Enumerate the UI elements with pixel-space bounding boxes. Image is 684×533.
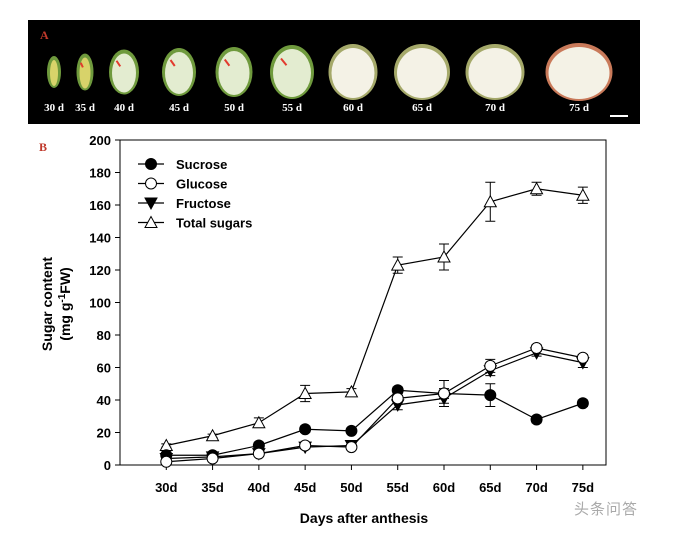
legend-label-glucose: Glucose — [176, 177, 227, 192]
data-point-sucrose — [484, 389, 497, 402]
legend-label-total-sugars: Total sugars — [176, 216, 252, 231]
y-tick-label: 160 — [89, 198, 111, 213]
stage-label: 45 d — [169, 102, 189, 114]
watermark-text: 头条问答 — [574, 501, 639, 518]
x-tick-label: 60d — [433, 480, 455, 495]
y-tick-label: 120 — [89, 263, 111, 278]
data-point-glucose — [530, 342, 543, 354]
y-tick-label: 100 — [89, 296, 111, 311]
panel-b-label: B — [39, 140, 48, 154]
legend-label-fructose: Fructose — [176, 196, 231, 211]
data-point-total-sugars — [483, 194, 498, 208]
data-point-total-sugars — [298, 386, 312, 399]
legend-marker-fructose — [144, 197, 158, 211]
data-point-total-sugars — [576, 188, 590, 201]
data-point-sucrose — [345, 424, 358, 437]
series-line-total-sugars — [166, 188, 583, 447]
data-point-sucrose — [576, 397, 589, 410]
red-arrow-50d — [223, 58, 231, 67]
y-tick-label: 60 — [97, 361, 111, 376]
x-tick-label: 75d — [572, 480, 594, 495]
fruit-section-photos: A 30 d 35 d 40 d 45 d 50 d 55 d 60 d 65 d 70 d 75… — [40, 28, 628, 117]
series-sucrose — [160, 380, 589, 462]
series-line-sucrose — [166, 389, 584, 456]
y-tick-label: 200 — [89, 133, 111, 148]
data-point-total-sugars — [344, 384, 359, 398]
x-tick-label: 55d — [387, 480, 409, 495]
series-glucose — [160, 342, 589, 468]
data-point-total-sugars — [205, 428, 220, 442]
stage-label: 30 d — [44, 102, 64, 114]
chart-legend: Sucrose Glucose Fructose Total sugars — [138, 157, 252, 231]
y-tick-label: 80 — [97, 328, 111, 343]
x-tick-label: 30d — [155, 480, 177, 495]
data-point-glucose — [345, 441, 358, 454]
stage-label: 60 d — [343, 102, 363, 114]
x-tick-label: 45d — [294, 480, 316, 495]
fruit-flesh-75d — [548, 47, 610, 99]
red-arrow-55d — [280, 57, 288, 66]
panel-a-label: A — [40, 28, 49, 42]
stage-label: 55 d — [282, 102, 302, 114]
series-line-glucose — [166, 347, 583, 463]
red-arrow-45d — [169, 59, 176, 67]
data-point-sucrose — [530, 413, 543, 426]
data-point-total-sugars — [390, 258, 405, 271]
fruit-flesh-65d — [397, 48, 447, 98]
data-point-glucose — [576, 351, 589, 364]
data-point-glucose — [299, 439, 312, 452]
x-tick-label: 40d — [248, 480, 270, 495]
fruit-flesh-60d — [331, 48, 375, 98]
y-tick-label: 140 — [89, 231, 111, 246]
y-tick-label: 180 — [89, 166, 111, 181]
series-line-fructose — [166, 352, 583, 460]
x-tick-label: 50d — [340, 480, 362, 495]
x-tick-label: 35d — [201, 480, 223, 495]
series-total-sugars — [159, 181, 590, 451]
legend-label-sucrose: Sucrose — [176, 157, 227, 172]
stage-label: 50 d — [224, 102, 244, 114]
stage-label: 35 d — [75, 102, 95, 114]
data-point-glucose — [160, 455, 173, 468]
y-tick-label: 40 — [97, 393, 111, 408]
data-point-glucose — [438, 387, 450, 400]
data-point-total-sugars — [437, 249, 451, 263]
stage-label: 70 d — [485, 102, 505, 114]
x-tick-label: 65d — [479, 480, 501, 495]
data-point-total-sugars — [252, 415, 266, 429]
data-point-sucrose — [299, 423, 312, 436]
fruit-development-photo-strip: A 30 d 35 d 40 d 45 d 50 d 55 d 60 d 65 d 70 d 75… — [28, 20, 640, 124]
y-axis-label-line1: Sugar content — [39, 257, 55, 351]
legend-marker-total-sugars — [144, 215, 158, 228]
stage-label: 75 d — [569, 102, 589, 114]
stage-label: 40 d — [114, 102, 134, 114]
legend-marker-sucrose — [145, 158, 157, 170]
fruit-flesh-70d — [468, 48, 522, 98]
stage-label: 65 d — [412, 102, 432, 114]
data-point-glucose — [252, 447, 265, 460]
x-axis-label: Days after anthesis — [300, 510, 429, 526]
red-arrow-40d — [115, 60, 122, 67]
y-tick-label: 0 — [104, 458, 111, 473]
x-tick-label: 70d — [525, 480, 547, 495]
data-point-total-sugars — [529, 181, 544, 195]
data-point-glucose — [206, 452, 219, 465]
red-arrow-35d — [79, 62, 84, 68]
y-tick-label: 20 — [97, 426, 111, 441]
y-axis-label-line2: (mg g-1FW) — [57, 267, 73, 340]
series-fructose — [159, 347, 590, 466]
fruit-flesh-30d — [50, 60, 58, 86]
data-point-glucose — [484, 359, 497, 372]
data-point-glucose — [391, 392, 404, 405]
legend-marker-glucose — [145, 177, 157, 190]
